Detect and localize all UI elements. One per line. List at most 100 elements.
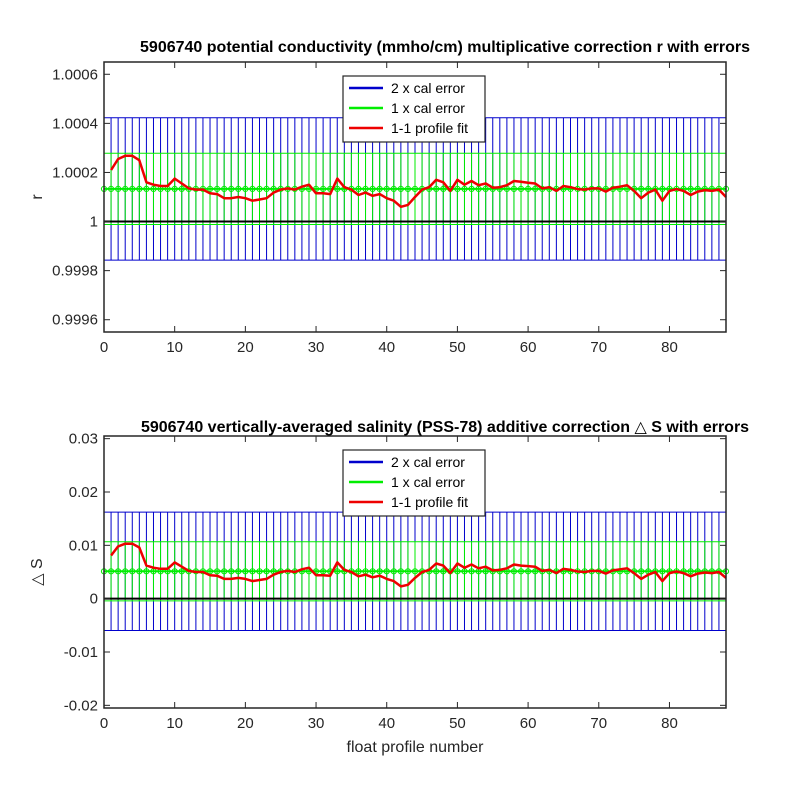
center-value-marker — [376, 568, 383, 575]
center-value-marker — [369, 568, 376, 575]
chart-panel-delta-s: 0 10 20 30 40 50 60 70 80 -0.02 -0.01 0 0.01 0.02 0.03… — [29, 419, 749, 756]
center-value-marker — [122, 185, 129, 192]
center-value-marker — [532, 568, 539, 575]
center-value-marker — [517, 568, 525, 575]
x-tick-label: 30 — [308, 715, 325, 732]
x-tick-label: 80 — [661, 339, 678, 356]
center-value-marker — [242, 568, 249, 575]
x-tick-label: 80 — [661, 715, 678, 732]
center-value-marker — [129, 185, 136, 192]
center-value-marker — [687, 185, 694, 192]
x-tick-label: 60 — [520, 715, 537, 732]
y-tick-label: 0.03 — [69, 431, 98, 448]
axes-box — [103, 435, 727, 709]
center-value-marker — [461, 185, 468, 192]
center-value-marker — [249, 185, 256, 192]
y-tick-label: 0.02 — [69, 484, 98, 501]
x-tick-label: 70 — [590, 339, 607, 356]
legend-label: 2 x cal error — [391, 454, 465, 470]
center-value-marker — [171, 185, 178, 192]
x-tick-label: 10 — [166, 715, 183, 732]
chart-title: 5906740 potential conductivity (mmho/cm)… — [140, 39, 750, 56]
center-value-marker — [242, 185, 249, 192]
y-tick-label: -0.02 — [64, 697, 98, 714]
center-value-marker — [433, 185, 440, 192]
center-value-marker — [701, 185, 708, 192]
center-value-marker — [178, 568, 185, 575]
center-value-marker — [687, 568, 694, 575]
x-tick-label: 30 — [308, 339, 325, 356]
y-tick-label: 1.0002 — [52, 164, 98, 181]
center-value-marker — [383, 185, 390, 192]
center-value-marker — [404, 568, 412, 575]
center-value-marker — [136, 185, 143, 192]
center-value-marker — [171, 568, 178, 575]
x-tick-label: 0 — [100, 715, 108, 732]
y-tick-label: 0.9998 — [52, 263, 98, 280]
center-value-marker — [213, 185, 221, 192]
center-value-marker — [383, 568, 390, 575]
x-tick-label: 20 — [237, 339, 254, 356]
center-value-marker — [510, 568, 518, 575]
x-tick-label: 50 — [449, 715, 466, 732]
center-value-marker — [524, 568, 532, 575]
center-value-marker — [355, 185, 362, 192]
center-value-marker — [150, 185, 157, 192]
center-value-marker — [256, 568, 263, 575]
center-value-marker — [115, 185, 122, 192]
center-value-marker — [482, 185, 489, 192]
center-value-marker — [334, 185, 341, 192]
center-value-marker — [107, 185, 115, 192]
center-value-marker — [221, 568, 228, 575]
center-value-marker — [659, 568, 666, 575]
x-tick-label: 10 — [166, 339, 183, 356]
center-value-marker — [221, 185, 228, 192]
center-value-marker — [411, 185, 419, 192]
y-axis-label: r — [29, 194, 46, 200]
center-value-marker — [228, 185, 235, 192]
center-value-marker — [178, 185, 185, 192]
center-value-marker — [638, 185, 645, 192]
center-value-marker — [411, 568, 419, 575]
center-value-marker — [256, 185, 263, 192]
center-value-marker — [263, 568, 270, 575]
center-value-marker — [136, 568, 143, 575]
center-value-marker — [517, 185, 525, 192]
y-tick-label: 1.0006 — [52, 66, 98, 83]
center-value-marker — [468, 568, 475, 575]
x-tick-label: 40 — [378, 715, 395, 732]
center-value-marker — [206, 185, 214, 192]
center-value-marker — [433, 568, 440, 575]
fit-line — [110, 542, 727, 588]
center-value-marker — [122, 568, 129, 575]
center-value-marker — [235, 185, 242, 192]
x-tick-label: 40 — [378, 339, 395, 356]
center-value-marker — [482, 568, 489, 575]
y-tick-label: 0.01 — [69, 537, 98, 554]
chart-title: 5906740 vertically-averaged salinity (PS… — [141, 419, 749, 436]
y-axis-label: △ S — [29, 558, 46, 585]
x-tick-label: 60 — [520, 339, 537, 356]
center-value-marker — [440, 185, 447, 192]
center-value-marker — [440, 568, 447, 575]
legend-label: 1-1 profile fit — [391, 120, 468, 136]
center-value-marker — [129, 568, 136, 575]
center-value-marker — [524, 185, 532, 192]
center-value-marker — [369, 185, 376, 192]
legend-label: 1-1 profile fit — [391, 494, 468, 510]
x-axis-label: float profile number — [347, 739, 485, 756]
center-value-marker — [454, 185, 461, 192]
x-tick-label: 70 — [590, 715, 607, 732]
center-value-marker — [532, 185, 539, 192]
center-value-marker — [115, 568, 122, 575]
x-tick-label: 0 — [100, 339, 108, 356]
x-tick-label: 50 — [449, 339, 466, 356]
center-value-marker — [235, 568, 242, 575]
center-value-marker — [334, 568, 341, 575]
axes-box — [103, 61, 727, 333]
center-value-marker — [701, 568, 708, 575]
center-value-marker — [320, 185, 327, 192]
center-value-marker — [510, 185, 518, 192]
center-value-marker — [263, 185, 270, 192]
